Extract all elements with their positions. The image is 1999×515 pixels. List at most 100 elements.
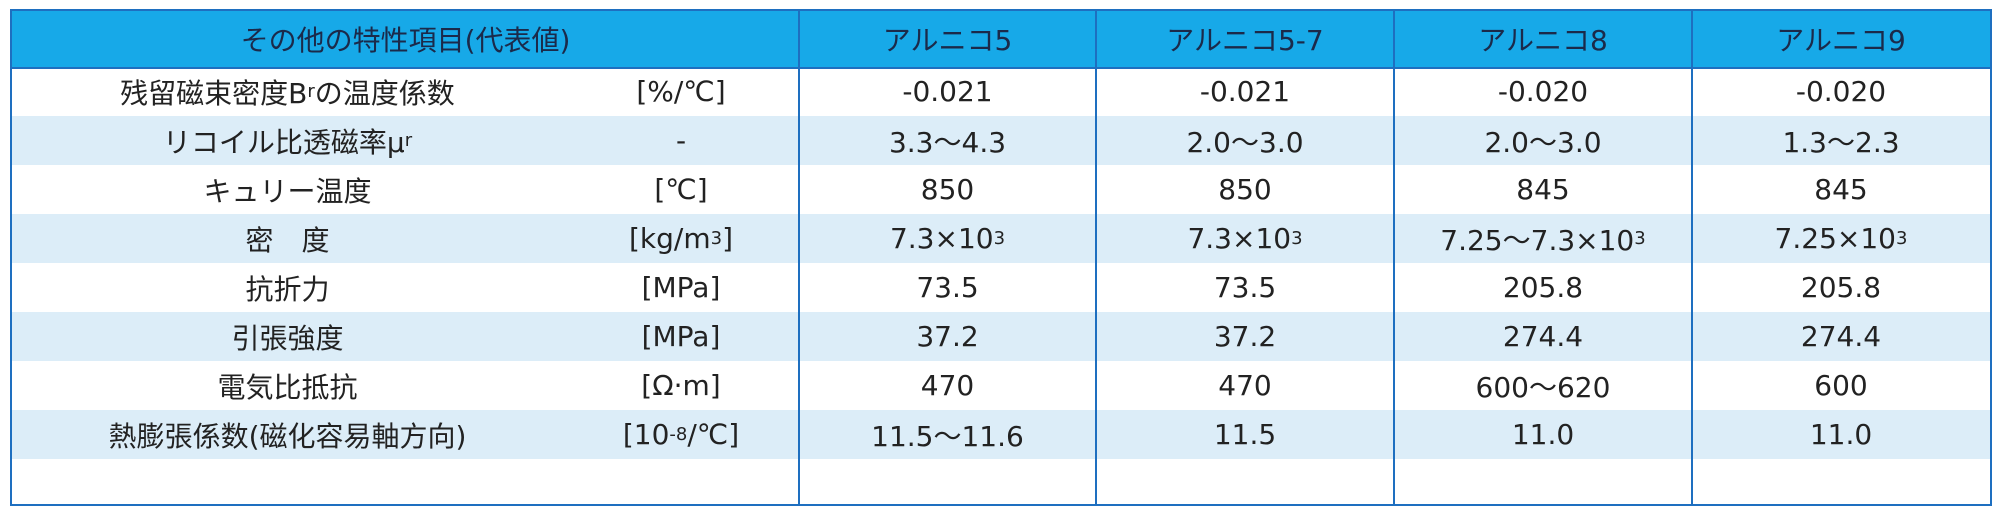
value-cell: -0.020 — [1394, 67, 1692, 116]
superscript: 3 — [1895, 228, 1908, 249]
value-cell: 845 — [1692, 165, 1990, 214]
text: - — [675, 124, 687, 157]
value-cell: -0.020 — [1692, 67, 1990, 116]
text: 600 — [1814, 369, 1868, 402]
unit: [℃] — [563, 165, 799, 214]
value-cell: 600～620 — [1394, 361, 1692, 410]
text: 11.5 — [1213, 418, 1277, 451]
table-row: 抗折力 [MPa] 73.5 73.5 205.8 205.8 — [12, 263, 1990, 312]
value-cell: 7.3×10 3 — [1096, 214, 1394, 263]
unit: [%/℃] — [563, 67, 799, 116]
value-cell: 3.3～4.3 — [799, 116, 1096, 165]
unit: [MPa] — [563, 312, 799, 361]
text: 470 — [1218, 369, 1272, 402]
text: キュリー温度 — [203, 174, 372, 208]
table-row: 電気比抵抗 [Ω·m] 470 470 600～620 600 — [12, 361, 1990, 410]
text: [%/℃] — [636, 75, 726, 108]
property-label: キュリー温度 — [12, 165, 563, 214]
property-label: 電気比抵抗 — [12, 361, 563, 410]
text: の温度係数 — [314, 76, 455, 110]
table-row: 残留磁束密度B r の温度係数 [%/℃] -0.021 -0.021 -0.020 -0.0… — [12, 67, 1990, 116]
property-table: その他の特性項目(代表値) アルニコ5 アルニコ5-7 アルニコ8 アルニコ9 残留磁束密… — [10, 9, 1992, 506]
text: 37.2 — [1213, 320, 1277, 353]
text: -0.021 — [1199, 75, 1291, 108]
text: 7.25～7.3×10 — [1440, 223, 1635, 257]
text: 600～620 — [1475, 370, 1611, 404]
superscript: -8 — [669, 424, 688, 445]
value-cell: 850 — [799, 165, 1096, 214]
text: 電気比抵抗 — [217, 370, 358, 404]
text: 850 — [1218, 173, 1272, 206]
text: [℃] — [654, 173, 708, 206]
text: -0.020 — [1497, 75, 1589, 108]
value-cell: -0.021 — [799, 67, 1096, 116]
text: 3.3～4.3 — [888, 125, 1007, 159]
unit: [Ω·m] — [563, 361, 799, 410]
header-cell: アルニコ5 — [882, 24, 1013, 57]
text: 37.2 — [916, 320, 979, 353]
value-cell: 470 — [799, 361, 1096, 410]
text: リコイル比透磁率μ — [162, 125, 405, 159]
property-label: 引張強度 — [12, 312, 563, 361]
text: 2.0～3.0 — [1484, 125, 1602, 159]
value-cell: 7.3×10 3 — [799, 214, 1096, 263]
value-cell: 205.8 — [1692, 263, 1990, 312]
text: 残留磁束密度B — [120, 76, 308, 110]
header-cell: アルニコ5-7 — [1166, 24, 1324, 57]
column-separator — [1393, 11, 1395, 504]
value-cell: 850 — [1096, 165, 1394, 214]
property-label: 残留磁束密度B r の温度係数 — [12, 67, 563, 116]
subscript: r — [404, 130, 413, 151]
text: 470 — [920, 369, 975, 402]
value-cell: 11.5 — [1096, 410, 1394, 459]
text: 274.4 — [1502, 320, 1584, 353]
property-label: 熱膨張係数(磁化容易軸方向) — [12, 410, 563, 459]
value-cell: 11.0 — [1394, 410, 1692, 459]
value-cell: 274.4 — [1394, 312, 1692, 361]
text: [Ω·m] — [641, 369, 721, 402]
table-row: 熱膨張係数(磁化容易軸方向) [10 -8/℃] 11.5～11.6 11.5 11.0 1… — [12, 410, 1990, 459]
value-cell: 205.8 — [1394, 263, 1692, 312]
value-cell: 37.2 — [799, 312, 1096, 361]
text: 845 — [1516, 173, 1570, 206]
superscript: 3 — [1291, 228, 1303, 249]
text: 850 — [920, 173, 975, 206]
text: 274.4 — [1800, 320, 1882, 353]
value-cell: 73.5 — [1096, 263, 1394, 312]
unit: [10 -8/℃] — [563, 410, 799, 459]
text: [MPa] — [641, 271, 721, 304]
subscript: r — [307, 81, 315, 102]
value-cell: 1.3～2.3 — [1692, 116, 1990, 165]
text: [kg/m — [628, 222, 711, 255]
text: 1.3～2.3 — [1782, 125, 1900, 159]
value-cell: 470 — [1096, 361, 1394, 410]
text: 845 — [1814, 173, 1868, 206]
value-cell: 274.4 — [1692, 312, 1990, 361]
column-separator — [1691, 11, 1693, 504]
value-cell: 37.2 — [1096, 312, 1394, 361]
superscript: 3 — [993, 228, 1006, 249]
text: 2.0～3.0 — [1186, 125, 1304, 159]
text: 熱膨張係数(磁化容易軸方向) — [108, 419, 467, 453]
value-cell: 11.5～11.6 — [799, 410, 1096, 459]
text: 205.8 — [1800, 271, 1882, 304]
text: [10 — [622, 418, 670, 451]
property-label: 密 度 — [12, 214, 563, 263]
header-row: その他の特性項目(代表値) アルニコ5 アルニコ5-7 アルニコ8 アルニコ9 — [12, 11, 1990, 69]
value-cell: 7.25～7.3×10 3 — [1394, 214, 1692, 263]
superscript: 3 — [710, 228, 723, 249]
value-cell: 7.25×10 3 — [1692, 214, 1990, 263]
header-cell: その他の特性項目(代表値) — [240, 24, 571, 57]
text: [MPa] — [641, 320, 721, 353]
value-cell: 2.0～3.0 — [1096, 116, 1394, 165]
property-label: リコイル比透磁率μ r — [12, 116, 563, 165]
property-label: 抗折力 — [12, 263, 563, 312]
text: 11.5～11.6 — [871, 419, 1024, 453]
header-cell: アルニコ8 — [1478, 24, 1608, 57]
unit: [kg/m 3] — [563, 214, 799, 263]
text: -0.020 — [1795, 75, 1887, 108]
table-row: リコイル比透磁率μ r - 3.3～4.3 2.0～3.0 2.0～3.0 1.3～2.3 — [12, 116, 1990, 165]
superscript: 3 — [1634, 228, 1646, 249]
value-cell: 11.0 — [1692, 410, 1990, 459]
